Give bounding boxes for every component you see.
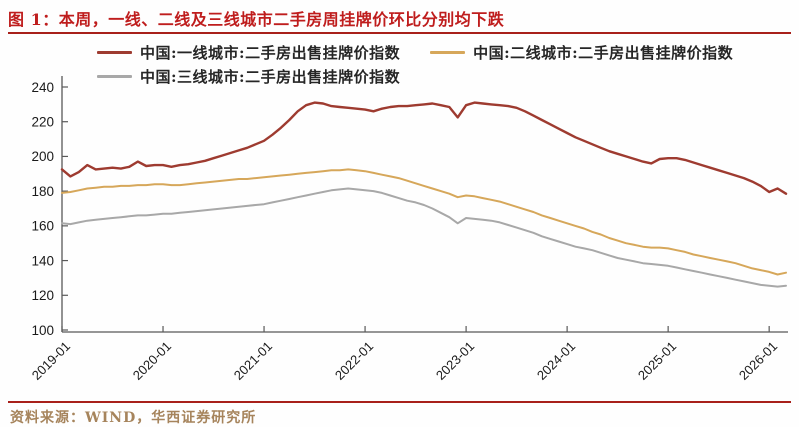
x-tick-label: 2026-01 <box>736 339 780 383</box>
x-tick-label: 2019-01 <box>29 339 73 383</box>
y-tick-label: 240 <box>31 80 54 95</box>
tier3-line-swatch-icon <box>97 74 132 78</box>
x-tick-label: 2024-01 <box>534 339 578 383</box>
x-tick-label: 2020-01 <box>130 339 174 383</box>
legend-item-tier2: 中国:二线城市:二手房出售挂牌价指数 <box>430 42 733 63</box>
x-tick-label: 2021-01 <box>231 339 275 383</box>
legend-row-1: 中国:一线城市:二手房出售挂牌价指数 中国:二线城市:二手房出售挂牌价指数 <box>97 40 797 64</box>
legend-label-tier1: 中国:一线城市:二手房出售挂牌价指数 <box>140 43 401 62</box>
y-tick-label: 100 <box>31 323 54 338</box>
legend: 中国:一线城市:二手房出售挂牌价指数 中国:二线城市:二手房出售挂牌价指数 中国… <box>97 40 797 88</box>
y-tick-label: 120 <box>31 288 54 303</box>
x-tick-label: 2022-01 <box>332 339 376 383</box>
figure-title: 图 1：本周，一线、二线及三线城市二手房周挂牌价环比分别均下跌 <box>8 10 505 29</box>
series-line-tier3 <box>61 187 787 288</box>
title-divider <box>8 32 791 34</box>
x-tick-label: 2025-01 <box>635 339 679 383</box>
source-text: 资料来源：WIND，华西证券研究所 <box>10 410 257 426</box>
y-tick-label: 180 <box>31 184 54 199</box>
legend-item-tier1: 中国:一线城市:二手房出售挂牌价指数 <box>97 42 400 63</box>
y-tick-label: 160 <box>31 219 54 234</box>
x-tick-label: 2023-01 <box>433 339 477 383</box>
tier2-line-swatch-icon <box>430 50 466 54</box>
footer-divider <box>8 401 791 403</box>
series-line-tier2 <box>61 168 787 276</box>
y-tick-label: 200 <box>31 149 54 164</box>
legend-label-tier3: 中国:三线城市:二手房出售挂牌价指数 <box>140 67 401 86</box>
tier1-line-swatch-icon <box>97 50 132 54</box>
legend-row-2: 中国:三线城市:二手房出售挂牌价指数 <box>97 64 797 88</box>
legend-label-tier2: 中国:二线城市:二手房出售挂牌价指数 <box>473 43 734 62</box>
legend-item-tier3: 中国:三线城市:二手房出售挂牌价指数 <box>97 66 400 87</box>
series-line-tier1 <box>60 101 788 195</box>
y-tick-label: 220 <box>31 115 54 130</box>
y-tick-label: 140 <box>31 253 54 268</box>
